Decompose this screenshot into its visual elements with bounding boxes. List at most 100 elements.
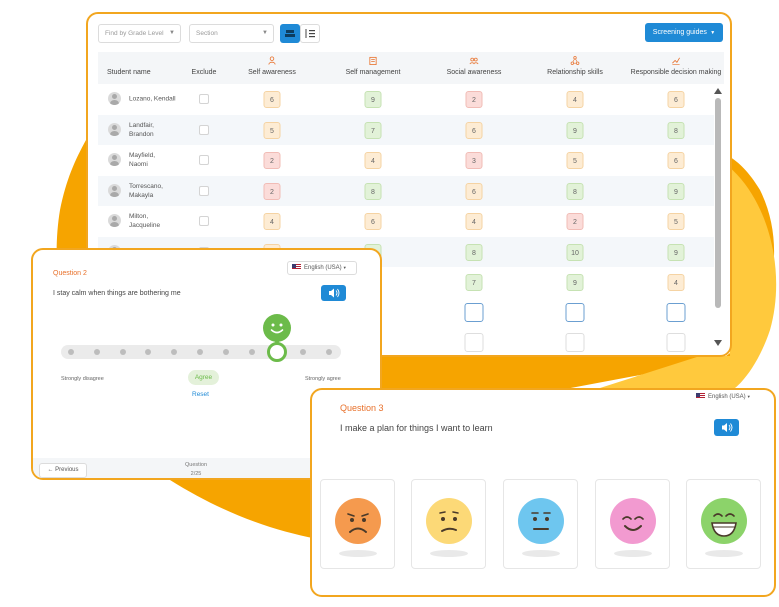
face-shadow: [614, 550, 652, 557]
score-relationship-skills[interactable]: 4: [566, 91, 584, 108]
column-responsible-decision-making[interactable]: Responsible decision making: [630, 69, 722, 76]
slider-step[interactable]: [93, 349, 100, 355]
column-social-awareness[interactable]: Social awareness: [446, 69, 502, 76]
score-input-responsible-decision-making[interactable]: [666, 333, 686, 352]
exclude-checkbox[interactable]: [199, 185, 209, 196]
grade-level-select[interactable]: Find by Grade Level ▼: [98, 24, 181, 43]
score-self-awareness[interactable]: 2: [263, 152, 281, 169]
answer-option-4[interactable]: [595, 479, 670, 569]
score-relationship-skills[interactable]: 5: [566, 152, 584, 169]
column-relationship-skills[interactable]: Relationship skills: [547, 69, 603, 76]
scroll-down-arrow-icon[interactable]: [714, 340, 722, 346]
student-name-line-1: Torrescano,: [129, 182, 163, 190]
score-relationship-skills[interactable]: 8: [566, 182, 584, 200]
grid-view-button[interactable]: [280, 24, 300, 43]
score-responsible-decision-making[interactable]: 4: [667, 274, 685, 291]
column-exclude[interactable]: Exclude: [191, 69, 217, 76]
language-select[interactable]: English (USA) ▼: [287, 261, 357, 275]
exclude-checkbox[interactable]: [199, 155, 209, 165]
answer-option-1[interactable]: [320, 479, 395, 569]
section-select-text: Section: [196, 30, 218, 37]
slider-step[interactable]: [248, 349, 255, 355]
score-responsible-decision-making[interactable]: 6: [667, 91, 685, 108]
score-self-awareness[interactable]: 4: [263, 213, 281, 230]
student-name[interactable]: Torrescano, Makayla: [129, 182, 191, 200]
scroll-up-arrow-icon[interactable]: [714, 88, 722, 94]
student-name[interactable]: Mayfield, Naomi: [129, 151, 191, 169]
reset-link[interactable]: Reset: [192, 391, 209, 398]
slider-step[interactable]: [326, 349, 332, 355]
score-self-management[interactable]: 8: [364, 182, 382, 200]
score-self-management[interactable]: 9: [364, 91, 382, 108]
score-responsible-decision-making[interactable]: 8: [667, 121, 685, 139]
score-input-social-awareness[interactable]: [464, 303, 484, 322]
avatar-icon: [108, 92, 121, 105]
score-responsible-decision-making[interactable]: 9: [667, 182, 685, 200]
language-select[interactable]: English (USA) ▼: [692, 392, 768, 404]
score-input-relationship-skills[interactable]: [565, 303, 585, 322]
score-self-awareness[interactable]: 2: [263, 182, 281, 200]
slider-handle[interactable]: [267, 342, 288, 362]
slider-step[interactable]: [300, 349, 307, 355]
exclude-checkbox[interactable]: [199, 216, 209, 226]
slider-step[interactable]: [197, 349, 203, 355]
score-self-management[interactable]: 7: [364, 121, 382, 139]
student-name[interactable]: Landfair, Brandon: [129, 121, 191, 139]
agreement-slider[interactable]: [61, 342, 341, 362]
score-social-awareness[interactable]: 8: [465, 243, 483, 261]
score-relationship-skills[interactable]: 9: [566, 121, 584, 139]
caret-down-icon: ▼: [341, 265, 347, 270]
table-row: Mayfield, Naomi 2 4 3 5 6: [98, 145, 714, 175]
score-relationship-skills[interactable]: 2: [566, 213, 584, 230]
list-view-button[interactable]: [300, 24, 320, 43]
score-social-awareness[interactable]: 2: [465, 91, 483, 108]
question-counter: Question 2/25: [185, 461, 207, 478]
score-self-management[interactable]: 6: [364, 213, 382, 230]
score-self-awareness[interactable]: 6: [263, 91, 281, 108]
column-student-name[interactable]: Student name: [107, 69, 151, 76]
read-aloud-button[interactable]: [321, 285, 346, 301]
scale-left-label: Strongly disagree: [61, 376, 104, 382]
read-aloud-button[interactable]: [714, 419, 739, 436]
student-name-line-2: Brandon: [129, 130, 154, 138]
slider-step[interactable]: [222, 349, 229, 355]
smile-face-icon: [610, 498, 656, 544]
column-self-awareness[interactable]: Self awareness: [248, 69, 296, 76]
student-name[interactable]: Milton, Jacqueline: [129, 212, 191, 230]
score-social-awareness[interactable]: 4: [465, 213, 483, 230]
score-self-awareness[interactable]: 5: [263, 121, 281, 139]
score-social-awareness[interactable]: 7: [465, 274, 483, 291]
slider-step[interactable]: [119, 349, 126, 355]
score-responsible-decision-making[interactable]: 5: [667, 213, 685, 230]
score-social-awareness[interactable]: 6: [465, 121, 483, 139]
face-shadow: [705, 550, 743, 557]
face-shadow: [522, 550, 560, 557]
column-self-management[interactable]: Self management: [345, 69, 401, 76]
answer-option-3[interactable]: [503, 479, 578, 569]
answer-option-2[interactable]: [411, 479, 486, 569]
score-relationship-skills[interactable]: 10: [566, 243, 584, 261]
slider-step[interactable]: [68, 349, 74, 355]
exclude-checkbox[interactable]: [199, 124, 209, 135]
student-name[interactable]: Lozano, Kendall: [129, 95, 191, 104]
table-scrollbar[interactable]: [714, 88, 722, 348]
score-self-management[interactable]: 4: [364, 152, 382, 169]
score-social-awareness[interactable]: 3: [465, 152, 483, 169]
score-input-relationship-skills[interactable]: [565, 333, 585, 352]
score-responsible-decision-making[interactable]: 6: [667, 152, 685, 169]
score-input-responsible-decision-making[interactable]: [666, 303, 686, 322]
answer-option-5[interactable]: [686, 479, 761, 569]
score-relationship-skills[interactable]: 9: [566, 274, 584, 291]
score-input-social-awareness[interactable]: [464, 333, 484, 352]
screening-guides-button[interactable]: Screening guides ▼: [645, 23, 723, 42]
previous-button[interactable]: ← Previous: [39, 463, 87, 478]
table-row: Lozano, Kendall 6 9 2 4 6: [98, 84, 714, 114]
score-social-awareness[interactable]: 6: [465, 182, 483, 200]
exclude-checkbox[interactable]: [199, 94, 209, 104]
scrollbar-thumb[interactable]: [715, 98, 721, 308]
slider-step[interactable]: [145, 349, 152, 355]
slider-step[interactable]: [171, 349, 178, 355]
section-select[interactable]: Section ▼: [189, 24, 274, 43]
avatar-icon: [108, 122, 121, 136]
score-responsible-decision-making[interactable]: 9: [667, 243, 685, 261]
